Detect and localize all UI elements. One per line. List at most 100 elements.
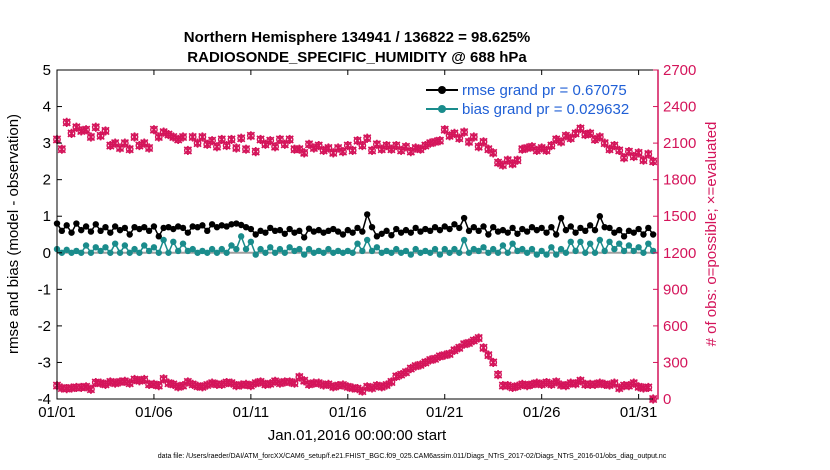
series-point: [97, 247, 104, 255]
series-point: [184, 247, 192, 255]
series-point: [305, 245, 313, 253]
series-0: [53, 211, 657, 241]
series-point: [107, 249, 114, 256]
series-point: [189, 245, 196, 253]
obs-evaluated-point: [159, 127, 168, 137]
series-point: [567, 223, 574, 230]
series-point: [92, 244, 99, 251]
series-point: [499, 226, 507, 234]
series-point: [567, 238, 574, 246]
y-tick-label: -2: [38, 318, 51, 335]
series-point: [300, 234, 308, 241]
obs-evaluated-point: [367, 145, 377, 156]
obs-evaluated-point: [576, 123, 585, 134]
series-point: [165, 223, 172, 231]
series-point: [591, 249, 599, 256]
series-point: [87, 228, 95, 235]
obs-evaluated-point: [309, 143, 319, 153]
series-point: [475, 227, 482, 235]
obs-evaluated-point: [188, 132, 197, 142]
series-point: [354, 224, 361, 232]
obs-evaluated-point: [440, 125, 449, 135]
series-point: [553, 231, 560, 238]
obs-evaluated-point: [571, 379, 580, 389]
series-point: [315, 226, 322, 234]
obs-evaluated-point: [62, 117, 71, 127]
series-point: [116, 249, 124, 256]
series-point: [300, 251, 308, 258]
series-point: [204, 249, 211, 256]
x-tick-label: 01/01: [38, 404, 76, 421]
series-point: [276, 245, 284, 253]
series-point: [494, 228, 502, 235]
series-3: [52, 333, 658, 404]
obs-evaluated-point: [338, 380, 348, 390]
obs-evaluated-point: [86, 384, 96, 394]
series-point: [237, 221, 245, 229]
series-point: [412, 224, 419, 232]
obs-evaluated-point: [164, 129, 173, 140]
series-point: [310, 228, 318, 235]
obs-evaluated-point: [246, 380, 256, 391]
x-tick-label: 01/21: [426, 404, 464, 421]
series-point: [325, 245, 332, 253]
series-point: [383, 247, 390, 255]
series-point: [446, 225, 453, 233]
series-point: [363, 211, 371, 218]
series-point: [262, 229, 269, 236]
series-point: [136, 249, 143, 256]
obs-evaluated-point: [241, 144, 251, 154]
series-point: [165, 249, 172, 256]
series-point: [582, 227, 589, 235]
series-point: [586, 222, 594, 229]
series-point: [121, 224, 129, 232]
series-point: [199, 247, 206, 255]
series-point: [640, 231, 647, 238]
series-point: [325, 227, 332, 235]
series-point: [339, 231, 347, 238]
series-point: [281, 249, 288, 256]
series-point: [509, 240, 516, 247]
obs-evaluated-point: [644, 149, 653, 159]
obs-evaluated-point: [319, 145, 328, 156]
x-tick-label: 01/16: [329, 404, 367, 421]
series-point: [383, 227, 390, 235]
series-point: [97, 227, 104, 235]
plot-area: [57, 70, 658, 399]
obs-evaluated-point: [338, 147, 348, 157]
series-point: [194, 249, 201, 256]
obs-evaluated-point: [513, 155, 522, 165]
series-point: [267, 244, 274, 251]
obs-evaluated-point: [120, 376, 130, 386]
series-point: [111, 223, 119, 230]
series-point: [208, 221, 216, 228]
series-point: [649, 231, 657, 238]
series-point: [397, 229, 405, 236]
series-point: [635, 244, 642, 251]
series-point: [305, 225, 313, 232]
series-point: [514, 247, 521, 255]
obs-evaluated-point: [57, 144, 67, 154]
series-point: [330, 225, 337, 233]
obs-evaluated-point: [106, 140, 115, 151]
series-point: [620, 233, 628, 240]
series-point: [184, 229, 192, 236]
series-point: [645, 224, 652, 232]
obs-evaluated-point: [552, 377, 561, 387]
series-point: [160, 236, 167, 244]
x-axis-label: Jan.01,2016 00:00:00 start: [268, 427, 447, 444]
series-point: [548, 244, 555, 251]
obs-evaluated-point: [217, 379, 226, 389]
obs-evaluated-point: [469, 132, 478, 142]
series-point: [596, 236, 604, 244]
y-tick-label: 0: [43, 245, 51, 262]
obs-evaluated-point: [430, 354, 440, 364]
obs-evaluated-point: [300, 148, 309, 158]
series-point: [145, 247, 153, 255]
y-right-tick-label: 2100: [663, 135, 696, 152]
series-point: [359, 228, 366, 235]
series-point: [281, 230, 288, 237]
series-point: [562, 249, 570, 256]
obs-evaluated-point: [421, 357, 430, 368]
series-point: [170, 238, 177, 246]
